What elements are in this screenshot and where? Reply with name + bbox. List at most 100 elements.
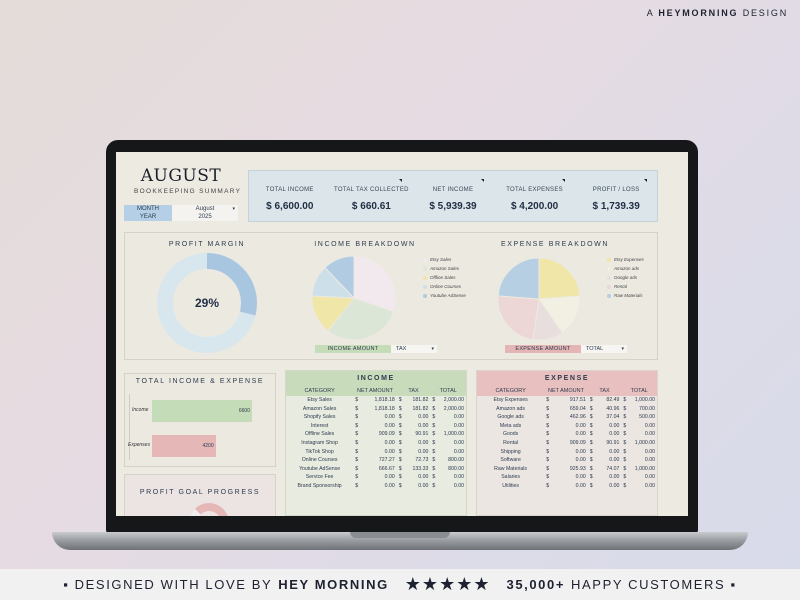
table-row[interactable]: Offline Sales $909.09 $90.91 $1,000.00 [286, 430, 466, 439]
dollar-sign: $ [546, 414, 550, 421]
table-row[interactable]: Amazon Sales $1,818.18 $181.82 $2,000.00 [286, 405, 466, 414]
month-dropdown[interactable]: August ▾ [172, 205, 238, 213]
table-row[interactable]: Brand Sponsorship $0.00 $0.00 $0.00 [286, 482, 466, 491]
row-amount: $0.00 [588, 482, 622, 491]
note-marker-icon [480, 179, 484, 182]
table-row[interactable]: Google ads $462.96 $37.04 $500.00 [477, 413, 657, 422]
amount-value: 37.04 [606, 414, 620, 421]
amount-value: 0.00 [575, 457, 586, 464]
footer-tail: HAPPY CUSTOMERS ▪ [571, 577, 737, 592]
row-amount: $72.73 [397, 456, 431, 465]
table-row[interactable]: Raw Materials $925.93 $74.07 $1,000.00 [477, 465, 657, 474]
legend-item: Online Courses [423, 282, 466, 291]
dollar-sign: $ [589, 439, 593, 446]
dollar-sign: $ [398, 448, 402, 455]
row-amount: $1,818.18 [353, 405, 397, 414]
row-category: Etsy Expenses [493, 397, 528, 403]
row-category: Goods [502, 431, 519, 438]
legend-label: Offline Sales [430, 275, 456, 280]
amount-value: 1,818.18 [374, 405, 395, 412]
column-header: CATEGORY [304, 388, 335, 394]
amount-value: 1,000.00 [634, 439, 655, 446]
amount-value: 462.96 [569, 414, 586, 421]
table-row[interactable]: Service Fee $0.00 $0.00 $0.00 [286, 473, 466, 482]
table-row[interactable]: Utilities $0.00 $0.00 $0.00 [477, 482, 657, 491]
kpi-value: $ 1,739.39 [592, 201, 640, 212]
amount-value: 0.00 [644, 422, 655, 429]
dollar-sign: $ [355, 422, 359, 429]
table-row[interactable]: Online Courses $727.27 $72.73 $800.00 [286, 456, 466, 465]
expense-table-title: EXPENSE [477, 371, 657, 387]
dollar-sign: $ [432, 405, 436, 412]
table-row[interactable]: Shopify Sales $0.00 $0.00 $0.00 [286, 413, 466, 422]
amount-value: 0.00 [575, 482, 586, 489]
year-field[interactable]: 2025 [172, 213, 238, 221]
dollar-sign: $ [623, 482, 627, 489]
amount-value: 1,818.18 [374, 397, 395, 403]
column-header: TOTAL [630, 388, 648, 394]
legend-swatch [423, 284, 427, 289]
expense-bar-value: 4200 [202, 443, 214, 449]
dollar-sign: $ [623, 414, 627, 421]
note-marker-icon [399, 179, 403, 182]
kpi-summary: TOTAL INCOME $ 6,600.00 TOTAL TAX COLLEC… [248, 170, 658, 222]
legend-item: Offline Sales [423, 273, 466, 282]
legend-item: Youtube AdSense [423, 291, 466, 300]
amount-value: 0.00 [644, 457, 655, 464]
amount-value: 0.00 [384, 439, 395, 446]
legend-label: Amazon ads [614, 266, 640, 271]
income-amount-label: INCOME AMOUNT [315, 345, 391, 353]
expense-table-body: Etsy Expenses $917.51 $82.49 $1,000.00 Amazo… [477, 396, 657, 491]
row-amount: $181.82 [397, 405, 431, 414]
amount-value: 90.91 [415, 431, 429, 438]
row-amount: $917.51 [544, 396, 588, 405]
table-row[interactable]: Interest $0.00 $0.00 $0.00 [286, 422, 466, 431]
row-amount: $0.00 [397, 482, 431, 491]
table-row[interactable]: Shipping $0.00 $0.00 $0.00 [477, 448, 657, 457]
income-table-title: INCOME [286, 371, 466, 387]
profit-goal-title: PROFIT GOAL PROGRESS [139, 489, 261, 496]
table-row[interactable]: Etsy Expenses $917.51 $82.49 $1,000.00 [477, 396, 657, 405]
table-row[interactable]: Salaries $0.00 $0.00 $0.00 [477, 473, 657, 482]
expense-table-header: CATEGORY NET AMOUNT TAX TOTAL [477, 387, 657, 396]
table-row[interactable]: Meta ads $0.00 $0.00 $0.00 [477, 422, 657, 431]
amount-value: 0.00 [644, 448, 655, 455]
expense-breakdown-title: EXPENSE BREAKDOWN [500, 241, 610, 248]
chevron-down-icon: ▾ [431, 346, 434, 352]
column-header: TOTAL [439, 388, 457, 394]
dollar-sign: $ [589, 474, 593, 481]
amount-value: 0.00 [453, 414, 464, 421]
dollar-sign: $ [623, 465, 627, 472]
amount-value: 0.00 [609, 431, 620, 438]
table-row[interactable]: Instagram Shop $0.00 $0.00 $0.00 [286, 439, 466, 448]
table-row[interactable]: Goods $0.00 $0.00 $0.00 [477, 430, 657, 439]
row-amount: $0.00 [397, 439, 431, 448]
row-amount: $0.00 [588, 422, 622, 431]
income-controls: INCOME AMOUNT TAX ▾ [315, 345, 437, 353]
dollar-sign: $ [589, 431, 593, 438]
amount-value: 0.00 [384, 448, 395, 455]
row-amount: $1,818.18 [353, 396, 397, 405]
row-amount: $40.96 [588, 405, 622, 414]
total-ie-title: TOTAL INCOME & EXPENSE [135, 378, 265, 385]
table-row[interactable]: Youtube AdSense $666.67 $133.33 $800.00 [286, 465, 466, 474]
table-row[interactable]: Rental $909.09 $90.91 $1,000.00 [477, 439, 657, 448]
table-row[interactable]: TikTok Shop $0.00 $0.00 $0.00 [286, 448, 466, 457]
customer-count: 35,000+ [506, 577, 566, 592]
income-tax-dropdown[interactable]: TAX ▾ [391, 345, 437, 353]
table-row[interactable]: Amazon ads $659.04 $40.96 $700.00 [477, 405, 657, 414]
table-row[interactable]: Etsy Sales $1,818.18 $181.82 $2,000.00 [286, 396, 466, 405]
row-amount: $0.00 [588, 430, 622, 439]
kpi-value: $ 660.61 [351, 201, 391, 212]
amount-value: 0.00 [384, 474, 395, 481]
brand-suffix: DESIGN [742, 8, 788, 18]
expense-total-dropdown[interactable]: TOTAL ▾ [581, 345, 627, 353]
dollar-sign: $ [355, 474, 359, 481]
table-row[interactable]: Software $0.00 $0.00 $0.00 [477, 456, 657, 465]
dollar-sign: $ [398, 397, 402, 403]
footer-brand: HEY MORNING [278, 577, 389, 592]
amount-value: 659.04 [569, 405, 586, 412]
year-label: YEAR [124, 213, 172, 221]
dollar-sign: $ [355, 482, 359, 489]
column-header: NET AMOUNT [548, 388, 584, 394]
